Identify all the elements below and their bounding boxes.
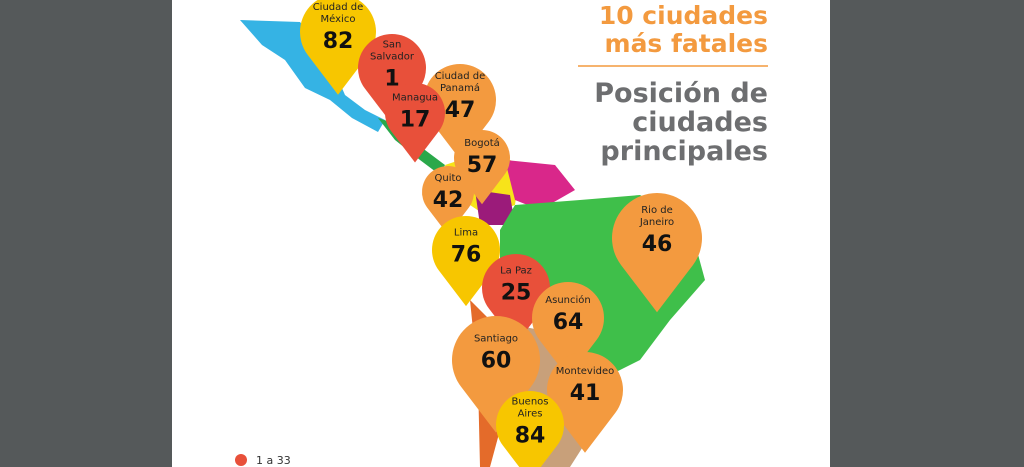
pin-shape (385, 83, 446, 163)
pin-shape (496, 391, 564, 467)
mexico (240, 20, 385, 132)
pin-city: Aires (518, 409, 543, 420)
subtitle: ciudades (632, 107, 768, 138)
pin-rank: 82 (323, 29, 354, 54)
pin: Montevideo 41 (547, 352, 623, 453)
pin-city: San (383, 40, 402, 51)
pin-shape (300, 0, 376, 95)
pin: Managua 17 (385, 83, 446, 163)
pin-rank: 1 (384, 67, 399, 92)
legend-dot (235, 454, 247, 466)
pin-rank: 25 (501, 281, 532, 306)
pin-rank: 57 (467, 153, 498, 178)
pin-rank: 17 (400, 107, 431, 132)
pin-rank: 60 (481, 349, 512, 374)
pin-city: Salvador (370, 52, 415, 63)
pin-shape (547, 352, 623, 453)
title: más fatales (605, 29, 768, 58)
pin-rank: 84 (515, 424, 546, 449)
subtitle: Posición de (594, 78, 768, 109)
pin-city: Managua (392, 92, 438, 103)
pin-city: Asunción (545, 294, 590, 306)
legend-label: 1 a 33 (256, 454, 291, 467)
pin-city: Santiago (474, 334, 518, 345)
pin-city: Ciudad de (435, 71, 486, 82)
title: 10 ciudades (599, 1, 768, 30)
pin-city: Buenos (511, 397, 548, 408)
venezuela (505, 160, 575, 210)
pin-city: Rio de (641, 205, 673, 216)
pin-city: Bogotá (464, 137, 500, 149)
pin-city: Janeiro (639, 217, 674, 228)
subtitle: principales (600, 136, 768, 167)
pin-city: Quito (434, 173, 461, 184)
pin-city: Ciudad de (313, 2, 364, 13)
pin-city: México (321, 13, 356, 25)
pin-rank: 47 (445, 98, 476, 123)
pin-shape (612, 193, 703, 313)
pin: Quito 42 (421, 165, 474, 235)
pin-rank: 41 (570, 381, 601, 406)
pin-rank: 42 (433, 188, 464, 213)
pin-rank: 76 (451, 243, 482, 268)
pin-city: La Paz (500, 266, 532, 277)
pin-city: Montevideo (556, 366, 614, 377)
pin-city: Panamá (440, 82, 480, 94)
pin-rank: 64 (553, 310, 584, 335)
pin-rank: 46 (642, 232, 673, 257)
pin-city: Lima (454, 228, 478, 239)
